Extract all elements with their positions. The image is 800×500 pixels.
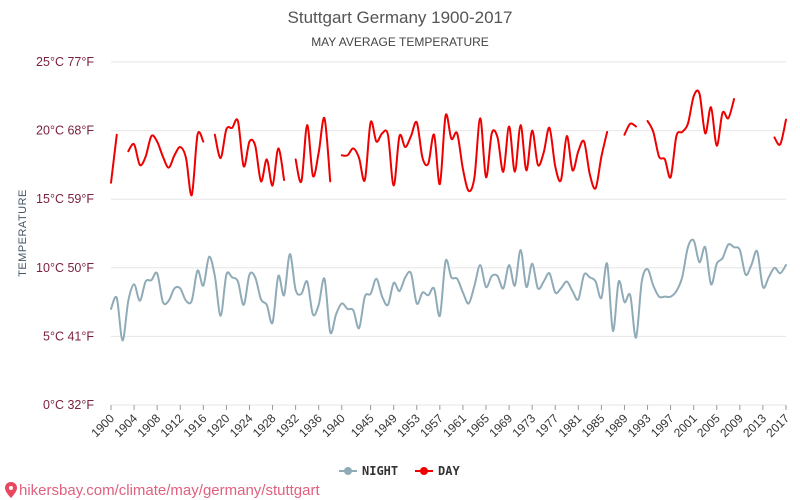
- x-tick-label: 1989: [602, 411, 631, 440]
- series-day-line: [213, 118, 286, 187]
- x-tick-label: 1928: [250, 411, 279, 440]
- x-tick-label: 1961: [440, 411, 469, 440]
- y-tick-label: 15°C 59°F: [36, 192, 94, 206]
- series-day-line: [294, 117, 332, 184]
- x-tick-label: 1924: [227, 411, 256, 440]
- x-tick-label: 1900: [88, 411, 117, 440]
- x-tick-label: 1977: [533, 411, 562, 440]
- series-day: [110, 89, 787, 197]
- legend-day-marker: [420, 467, 428, 475]
- series-day-line: [623, 122, 637, 136]
- x-tick-label: 1908: [134, 411, 163, 440]
- x-tick-label: 2017: [763, 411, 792, 440]
- x-tick-label: 1949: [371, 411, 400, 440]
- x-tick-label: 1993: [625, 411, 654, 440]
- x-tick-label: 1904: [111, 411, 140, 440]
- x-tick-label: 1920: [204, 411, 233, 440]
- x-tick-label: 1912: [158, 411, 187, 440]
- x-tick-label: 2009: [717, 411, 746, 440]
- legend-day-label: DAY: [438, 464, 460, 478]
- x-tick-label: 1953: [394, 411, 423, 440]
- x-tick-label: 1936: [296, 411, 325, 440]
- series-day-line: [646, 89, 736, 179]
- series-lines: [110, 89, 787, 342]
- series-night-line: [110, 238, 787, 342]
- series-night: [110, 238, 787, 342]
- series-day-line: [773, 118, 787, 146]
- x-tick-label: 1932: [273, 411, 302, 440]
- watermark[interactable]: hikersbay.com/climate/may/germany/stuttg…: [5, 482, 320, 499]
- y-tick-label: 25°C 77°F: [36, 55, 94, 69]
- x-axis-ticks: 1900190419081912191619201924192819321936…: [88, 405, 792, 440]
- legend-item-day[interactable]: DAY: [415, 464, 460, 478]
- legend-item-night[interactable]: NIGHT: [339, 464, 398, 478]
- x-tick-label: 1985: [579, 411, 608, 440]
- x-tick-label: 1940: [319, 411, 348, 440]
- y-axis-ticks: 0°C 32°F 5°C 41°F 10°C 50°F 15°C 59°F 20°C 6…: [36, 55, 94, 412]
- series-day-line: [127, 131, 205, 197]
- grid-lines: [111, 61, 786, 406]
- x-tick-label: 1969: [486, 411, 515, 440]
- legend-night-marker: [344, 467, 352, 475]
- chart-title: Stuttgart Germany 1900-2017: [288, 8, 513, 27]
- chart-subtitle: MAY AVERAGE TEMPERATURE: [311, 35, 489, 49]
- legend: NIGHT DAY: [339, 464, 460, 478]
- y-tick-label: 5°C 41°F: [43, 329, 94, 343]
- x-tick-label: 1957: [417, 411, 446, 440]
- x-tick-label: 1916: [181, 411, 210, 440]
- location-pin-icon: [5, 482, 17, 498]
- y-tick-label: 0°C 32°F: [43, 398, 94, 412]
- x-tick-label: 1997: [648, 411, 677, 440]
- watermark-url: hikersbay.com/climate/may/germany/stuttg…: [19, 482, 320, 499]
- x-tick-label: 2001: [671, 411, 700, 440]
- y-tick-label: 20°C 68°F: [36, 124, 94, 138]
- y-axis-label: TEMPERATURE: [17, 189, 29, 277]
- series-day-line: [340, 113, 609, 193]
- series-day-line: [110, 133, 118, 184]
- x-tick-label: 1973: [509, 411, 538, 440]
- x-tick-label: 2005: [694, 411, 723, 440]
- x-tick-label: 1981: [556, 411, 585, 440]
- x-tick-label: 1945: [348, 411, 377, 440]
- legend-night-label: NIGHT: [362, 464, 398, 478]
- y-tick-label: 10°C 50°F: [36, 261, 94, 275]
- x-tick-label: 2013: [740, 411, 769, 440]
- x-tick-label: 1965: [463, 411, 492, 440]
